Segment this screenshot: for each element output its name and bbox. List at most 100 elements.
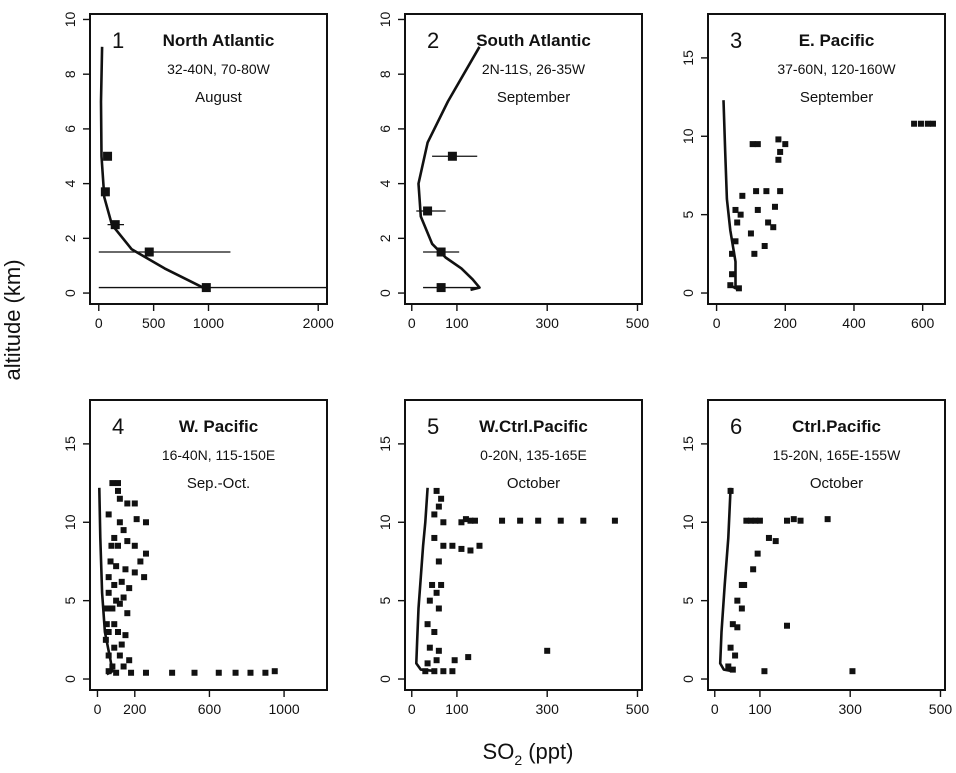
data-point xyxy=(517,517,524,524)
x-tick-label: 2000 xyxy=(303,315,334,331)
data-point xyxy=(114,480,121,487)
x-tick-label: 0 xyxy=(408,701,416,717)
data-point xyxy=(436,247,446,257)
data-point xyxy=(113,563,120,570)
plot-frame xyxy=(707,13,946,305)
data-point xyxy=(544,647,551,654)
data-point xyxy=(103,605,110,612)
x-tick-label: 0 xyxy=(408,315,416,331)
data-point xyxy=(422,668,429,675)
data-point xyxy=(449,668,456,675)
data-point xyxy=(116,519,123,526)
data-point xyxy=(467,517,474,524)
x-axis-label-sub: 2 xyxy=(514,752,522,768)
y-tick-label: 10 xyxy=(377,514,393,530)
plot-frame xyxy=(89,399,328,691)
data-point xyxy=(756,517,763,524)
data-point xyxy=(727,487,734,494)
y-tick-label: 10 xyxy=(62,11,78,27)
y-tick-label: 10 xyxy=(62,514,78,530)
data-point xyxy=(732,206,739,213)
data-point xyxy=(772,538,779,545)
data-point xyxy=(116,600,123,607)
data-point xyxy=(113,597,120,604)
data-point xyxy=(131,500,138,507)
data-point xyxy=(765,534,772,541)
data-point xyxy=(797,517,804,524)
data-point xyxy=(476,542,483,549)
data-point xyxy=(440,542,447,549)
data-point xyxy=(738,605,745,612)
x-tick-label: 0 xyxy=(95,315,103,331)
data-point xyxy=(105,589,112,596)
data-point xyxy=(435,605,442,612)
panel-4: 0 200 600 1000 0 5 10 15 4 W. Pacific 16-40N, 115-… xyxy=(62,399,328,717)
model-curve xyxy=(99,46,204,289)
x-tick-label: 1000 xyxy=(193,315,224,331)
data-point xyxy=(109,663,116,670)
data-point xyxy=(751,250,758,257)
data-point xyxy=(739,192,746,199)
data-point xyxy=(109,605,116,612)
data-point xyxy=(734,624,741,631)
data-point xyxy=(433,487,440,494)
data-point xyxy=(114,487,121,494)
data-point xyxy=(911,120,918,127)
y-tick-label: 0 xyxy=(62,289,78,297)
y-tick-label: 15 xyxy=(62,436,78,452)
plot-frame xyxy=(89,13,328,305)
x-axis-label-unit: (ppt) xyxy=(522,739,573,764)
data-point xyxy=(114,542,121,549)
data-point xyxy=(433,589,440,596)
panel-1: 0 500 1000 2000 0 2 4 6 8 10 1 North Atlantic 32-40N… xyxy=(62,11,334,331)
data-point xyxy=(142,519,149,526)
data-point xyxy=(131,542,138,549)
y-tick-label: 0 xyxy=(377,675,393,683)
x-tick-label: 500 xyxy=(142,315,166,331)
data-point xyxy=(438,495,445,502)
x-axis-label: SO2 (ppt) xyxy=(483,739,574,768)
plot-frame xyxy=(707,399,946,691)
y-tick-label: 0 xyxy=(680,289,696,297)
panel-3: 0 200 400 600 0 5 10 15 3 E. Pacific 37-60N, 120-1… xyxy=(680,13,946,331)
data-point xyxy=(929,120,936,127)
data-point xyxy=(458,545,465,552)
data-point xyxy=(426,597,433,604)
data-point xyxy=(120,663,127,670)
data-point xyxy=(753,188,760,195)
data-point xyxy=(729,271,736,278)
y-tick-label: 10 xyxy=(680,128,696,144)
data-point xyxy=(784,517,790,524)
panel-number: 2 xyxy=(427,28,439,53)
data-point xyxy=(133,516,140,523)
data-point xyxy=(120,594,127,601)
data-point xyxy=(580,517,587,524)
x-tick-label: 400 xyxy=(842,315,866,331)
model-curve xyxy=(415,487,437,673)
data-point xyxy=(451,657,458,664)
x-tick-label: 300 xyxy=(536,701,560,717)
data-point xyxy=(126,585,133,592)
data-point xyxy=(438,581,445,588)
plot-frame xyxy=(404,399,643,691)
data-point xyxy=(447,151,457,161)
data-point xyxy=(775,136,782,143)
y-tick-label: 5 xyxy=(377,597,393,605)
data-point xyxy=(471,517,478,524)
y-tick-label: 15 xyxy=(377,436,393,452)
data-point xyxy=(262,669,269,676)
data-point xyxy=(110,220,120,230)
data-point xyxy=(107,558,114,565)
model-curve xyxy=(718,487,734,673)
data-point xyxy=(124,500,131,507)
x-tick-label: 500 xyxy=(626,315,650,331)
y-tick-label: 10 xyxy=(680,514,696,530)
y-tick-label: 5 xyxy=(680,597,696,605)
data-point xyxy=(917,120,924,127)
panel-month: August xyxy=(195,89,243,106)
y-tick-label: 8 xyxy=(377,70,393,78)
data-point xyxy=(727,282,734,289)
data-point xyxy=(105,629,112,635)
plot-frame xyxy=(404,13,643,305)
panel-number: 5 xyxy=(427,414,439,439)
